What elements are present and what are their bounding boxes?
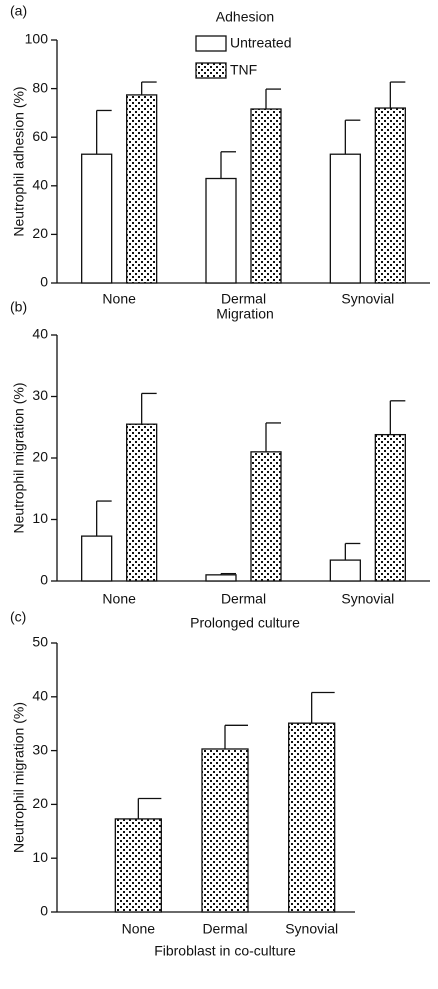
bar	[250, 451, 282, 582]
legend-swatch	[195, 35, 227, 52]
legend-label: Untreated	[230, 35, 291, 51]
y-tick-label: 30	[32, 741, 48, 757]
bar	[81, 535, 113, 582]
y-tick-label: 10	[32, 849, 48, 865]
x-tick-label: Dermal	[202, 921, 247, 937]
bar	[288, 722, 336, 913]
y-tick-label: 40	[32, 326, 48, 342]
bar	[329, 153, 361, 284]
y-axis-label: Neutrophil adhesion (%)	[11, 86, 27, 236]
y-tick-label: 0	[40, 274, 48, 290]
x-tick-label: Synovial	[341, 591, 394, 607]
bar	[205, 574, 237, 582]
bar	[374, 107, 406, 284]
bar	[250, 108, 282, 284]
y-tick-label: 60	[32, 128, 48, 144]
x-tick-label: Synovial	[285, 921, 338, 937]
y-tick-label: 40	[32, 177, 48, 193]
panel-label: (a)	[10, 3, 27, 19]
x-tick-label: Dermal	[221, 591, 266, 607]
legend-swatch	[195, 62, 227, 79]
bar	[201, 748, 249, 913]
y-tick-label: 80	[32, 79, 48, 95]
x-axis-label: Fibroblast in co-culture	[154, 943, 296, 959]
bar	[81, 153, 113, 284]
chart-title: Prolonged culture	[190, 615, 300, 631]
y-tick-label: 20	[32, 449, 48, 465]
y-tick-label: 0	[40, 572, 48, 588]
x-tick-label: Synovial	[341, 291, 394, 307]
x-tick-label: None	[122, 921, 156, 937]
panel-label: (c)	[10, 609, 26, 625]
legend-label: TNF	[230, 62, 257, 78]
y-axis-label: Neutrophil migration (%)	[11, 383, 27, 534]
y-tick-label: 20	[32, 225, 48, 241]
y-tick-label: 0	[40, 903, 48, 919]
bar	[205, 177, 237, 284]
bar	[374, 433, 406, 582]
bar	[126, 423, 158, 582]
y-tick-label: 100	[25, 31, 49, 47]
y-tick-label: 20	[32, 795, 48, 811]
x-tick-label: None	[102, 591, 136, 607]
y-tick-label: 50	[32, 634, 48, 650]
bar	[126, 94, 158, 284]
bar	[329, 559, 361, 582]
y-tick-label: 30	[32, 387, 48, 403]
y-axis-label: Neutrophil migration (%)	[11, 702, 27, 853]
bar	[114, 818, 162, 913]
y-tick-label: 10	[32, 510, 48, 526]
x-tick-label: None	[102, 291, 136, 307]
chart-title: Adhesion	[216, 9, 274, 25]
x-tick-label: Dermal	[221, 291, 266, 307]
y-tick-label: 40	[32, 688, 48, 704]
panel-label: (b)	[10, 299, 27, 315]
chart-title: Migration	[216, 306, 274, 322]
